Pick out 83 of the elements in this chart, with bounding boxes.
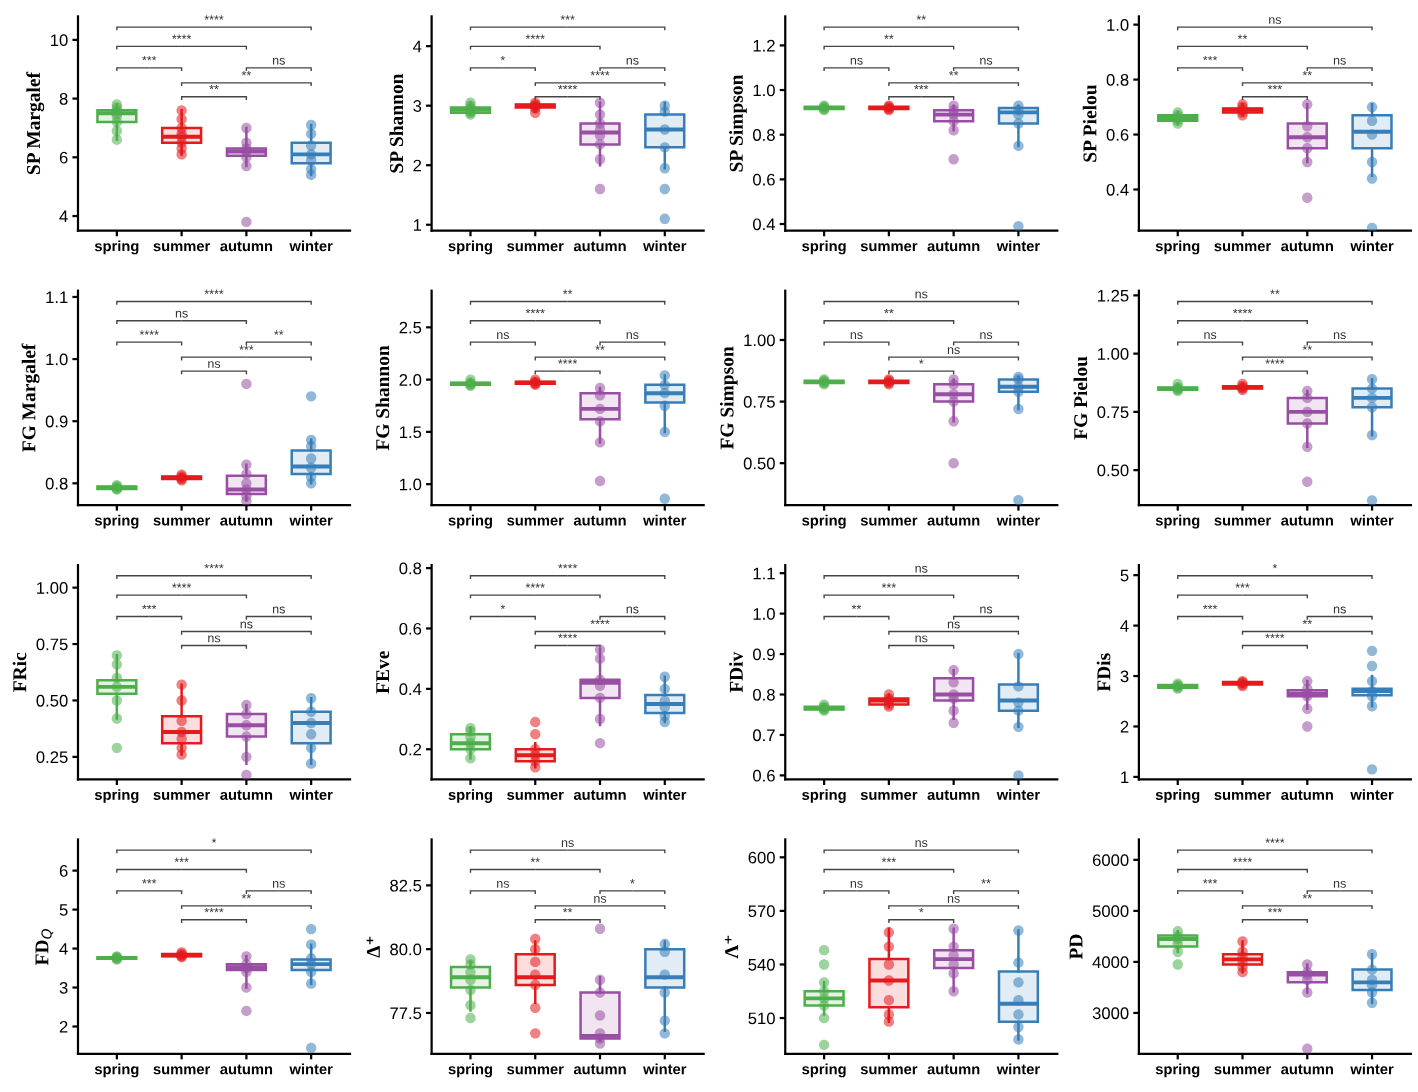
y-tick-label: 540 — [748, 958, 775, 971]
y-tick-label: 1.00 — [37, 582, 68, 594]
y-tick-label: 1.5 — [400, 426, 422, 439]
y-axis-title: Δ⁺ — [366, 936, 380, 958]
y-tick-label: 1.1 — [46, 291, 68, 303]
y-axis-title: SP Margalef — [26, 71, 45, 175]
y-tick-label: 0.25 — [36, 751, 68, 764]
y-tick-label: 1 — [1121, 771, 1129, 783]
y-tick-label: 3 — [1120, 670, 1129, 683]
y-axis-title: FG Shannon — [375, 345, 390, 451]
y-tick-label: 5 — [59, 904, 68, 916]
y-tick-label: 2 — [59, 1020, 68, 1033]
y-tick-label: 6000 — [1092, 854, 1129, 867]
y-tick-label: 1.0 — [46, 353, 68, 366]
y-tick-label: 0.75 — [1097, 406, 1129, 419]
y-tick-label: 1.1 — [753, 567, 775, 580]
y-tick-label: 8 — [59, 92, 68, 105]
y-tick-label: 4000 — [1092, 956, 1129, 969]
y-axis-title: FG Pielou — [1073, 356, 1088, 440]
y-tick-label: 2.5 — [399, 321, 422, 334]
y-tick-label: 1.0 — [400, 478, 422, 491]
y-tick-label: 0.75 — [36, 638, 68, 651]
y-tick-label: 510 — [748, 1012, 775, 1025]
y-tick-label: 5 — [1120, 569, 1129, 582]
y-tick-label: 82.5 — [390, 879, 422, 892]
y-tick-label: 0.8 — [399, 562, 422, 575]
y-axis-title: FRic — [12, 652, 27, 692]
y-tick-label: 0.4 — [399, 683, 422, 696]
y-tick-label: 1.00 — [744, 334, 775, 347]
y-tick-label: 0.8 — [45, 477, 68, 490]
y-tick-label: 0.4 — [1106, 183, 1129, 196]
y-axis-title: FG Simpson — [719, 346, 738, 450]
y-tick-label: 0.50 — [743, 457, 775, 470]
y-tick-label: 0.8 — [753, 129, 775, 141]
y-tick-label: 4 — [59, 210, 68, 223]
y-axis-title: FDis — [1096, 653, 1111, 692]
y-tick-label: 600 — [748, 851, 775, 864]
y-tick-label: 77.5 — [390, 1007, 422, 1020]
y-tick-label: 1.25 — [1098, 289, 1129, 302]
y-tick-label: 80.0 — [390, 943, 422, 956]
y-tick-label: 0.4 — [753, 218, 776, 231]
y-tick-label: 0.7 — [753, 729, 775, 742]
y-axis-title: SP Pielou — [1082, 84, 1097, 162]
y-axis-title: PD — [1069, 934, 1083, 960]
y-tick-label: 3000 — [1092, 1007, 1129, 1020]
y-axis-title: FG Margalef — [21, 343, 40, 452]
y-axis-title: FDiv — [729, 651, 743, 693]
y-tick-label: 0.8 — [1106, 73, 1129, 86]
y-tick-label: 0.6 — [753, 173, 775, 186]
y-tick-label: 2 — [413, 159, 422, 172]
y-tick-label: 0.9 — [45, 415, 68, 428]
y-tick-label: 2 — [1120, 720, 1129, 733]
y-tick-label: 0.6 — [1106, 128, 1129, 141]
y-axis-title: FEve — [376, 651, 390, 694]
y-tick-label: 0.50 — [36, 694, 68, 707]
y-axis-title: SP Shannon — [389, 73, 404, 173]
y-tick-label: 10 — [51, 34, 68, 47]
y-tick-label: 4 — [1120, 620, 1129, 632]
y-tick-label: 570 — [748, 905, 775, 918]
y-tick-label: 3 — [413, 100, 422, 112]
y-tick-label: 0.6 — [753, 769, 775, 782]
y-axis-title: SP Simpson — [729, 74, 747, 172]
y-tick-label: 1 — [413, 219, 422, 231]
y-tick-label: 6 — [59, 151, 68, 164]
y-tick-label: 6 — [59, 865, 68, 877]
y-axis-title: FD$_{Q}$ — [35, 929, 54, 966]
y-tick-label: 4 — [413, 40, 422, 53]
y-tick-label: 0.75 — [743, 396, 775, 408]
y-axis-title: Λ⁺ — [724, 935, 739, 959]
y-tick-label: 3 — [59, 981, 68, 994]
y-tick-label: 1.00 — [1098, 348, 1129, 360]
y-tick-label: 0.50 — [1097, 464, 1129, 477]
y-tick-label: 1.0 — [1107, 19, 1129, 31]
y-tick-label: 1.2 — [753, 39, 775, 52]
y-tick-label: 2.0 — [399, 374, 422, 386]
y-tick-label: 0.6 — [399, 622, 422, 635]
y-tick-label: 5000 — [1092, 905, 1129, 918]
y-tick-label: 4 — [59, 943, 68, 955]
y-tick-label: 0.8 — [753, 688, 775, 701]
y-tick-label: 1.0 — [753, 608, 775, 620]
y-tick-label: 0.2 — [399, 743, 422, 756]
y-tick-label: 1.0 — [753, 84, 775, 97]
y-tick-label: 0.9 — [753, 648, 775, 661]
